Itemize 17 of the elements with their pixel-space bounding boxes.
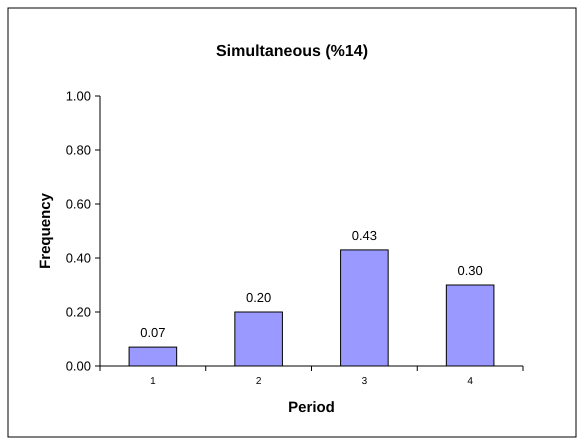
x-axis-title: Period	[288, 399, 335, 416]
y-tick-label: 0.00	[66, 358, 91, 374]
y-tick-label: 0.80	[66, 142, 91, 158]
data-label: 0.07	[140, 325, 166, 340]
data-label: 0.43	[352, 228, 378, 243]
x-tick-label: 3	[362, 376, 368, 387]
data-label: 0.30	[457, 263, 483, 278]
y-tick-label: 0.40	[66, 250, 91, 266]
x-tick-label: 4	[467, 376, 474, 387]
y-tick-label: 1.00	[66, 88, 91, 104]
x-tick-label: 1	[150, 376, 156, 387]
y-axis-title: Frequency	[37, 192, 54, 269]
y-tick-label: 0.20	[66, 304, 91, 320]
data-label: 0.20	[246, 290, 272, 305]
y-tick-label: 0.60	[66, 196, 91, 212]
chart-title: Simultaneous (%14)	[216, 43, 368, 60]
x-tick-label: 2	[256, 376, 262, 387]
